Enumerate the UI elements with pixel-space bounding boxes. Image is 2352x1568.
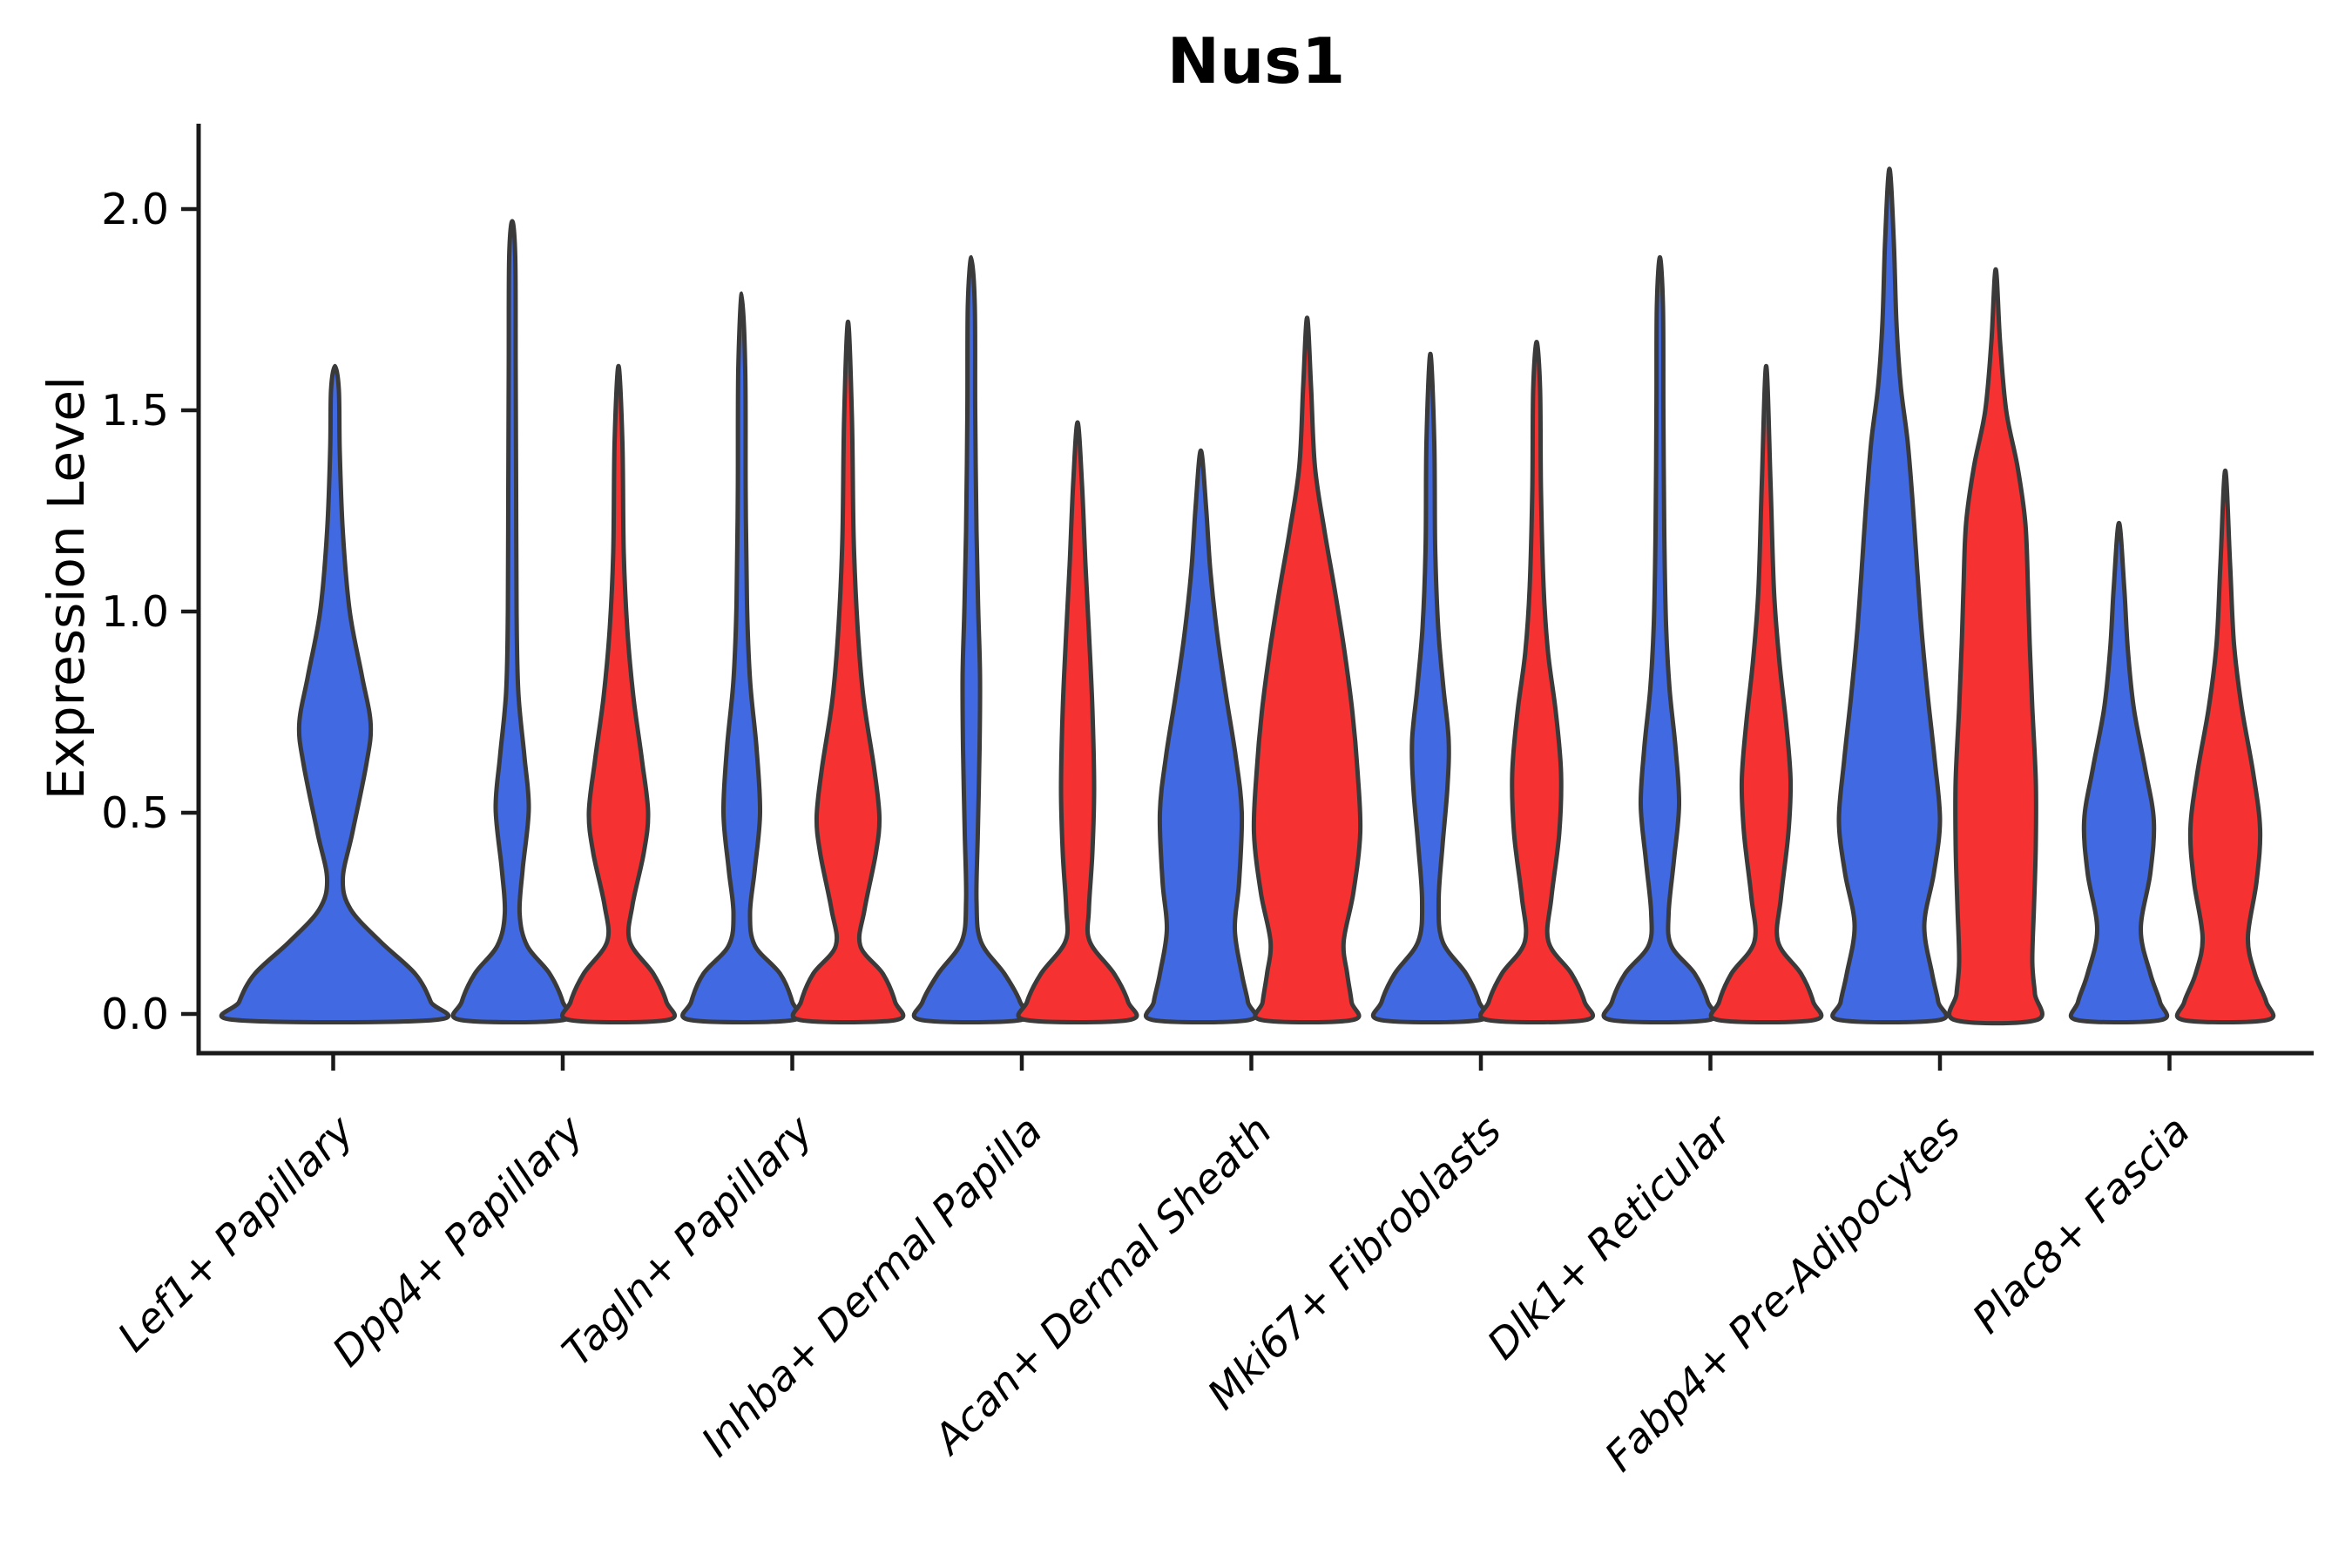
violin-fabp4-blue <box>1830 166 1949 1025</box>
violin-dlk1-blue <box>1601 254 1719 1025</box>
y-tick-label: 1.0 <box>101 587 169 637</box>
violin-dpp4-red <box>560 363 677 1025</box>
x-tick-label: Dpp4+ Papillary <box>323 1106 593 1376</box>
x-tick-label: Tagln+ Papillary <box>553 1106 823 1376</box>
y-tick-label: 0.0 <box>101 990 169 1039</box>
y-tick-label: 0.5 <box>101 788 169 838</box>
violins <box>219 166 2276 1026</box>
violin-acan-red <box>1251 315 1363 1025</box>
violin-inhba-red <box>1016 420 1139 1025</box>
x-tick-label: Dlk1+ Reticular <box>1478 1105 1742 1369</box>
violin-plac8-blue <box>2068 520 2170 1025</box>
y-tick-label: 2.0 <box>101 185 169 234</box>
violin-tagln-blue <box>680 291 803 1025</box>
violin-plac8-red <box>2174 468 2276 1025</box>
violin-mki67-red <box>1478 340 1595 1025</box>
chart-title: Nus1 <box>1167 24 1345 98</box>
violin-lef1-blue <box>219 363 451 1025</box>
violin-acan-blue <box>1143 448 1259 1025</box>
x-tick-label: Lef1+ Papillary <box>109 1106 364 1362</box>
violin-tagln-red <box>790 319 906 1025</box>
y-axis-ticks: 0.0 0.5 1.0 1.5 2.0 <box>101 185 199 1039</box>
axes <box>196 124 2314 1056</box>
x-tick-label: Plac8+ Fascia <box>1963 1107 2200 1343</box>
y-tick-label: 1.5 <box>101 386 169 436</box>
violin-fabp4-red <box>1947 267 2044 1026</box>
violin-dlk1-red <box>1708 363 1824 1025</box>
violin-dpp4-blue <box>450 219 574 1025</box>
y-axis-label: Expression Level <box>37 376 96 800</box>
violin-inhba-blue <box>911 254 1031 1025</box>
violin-mki67-blue <box>1370 351 1490 1025</box>
